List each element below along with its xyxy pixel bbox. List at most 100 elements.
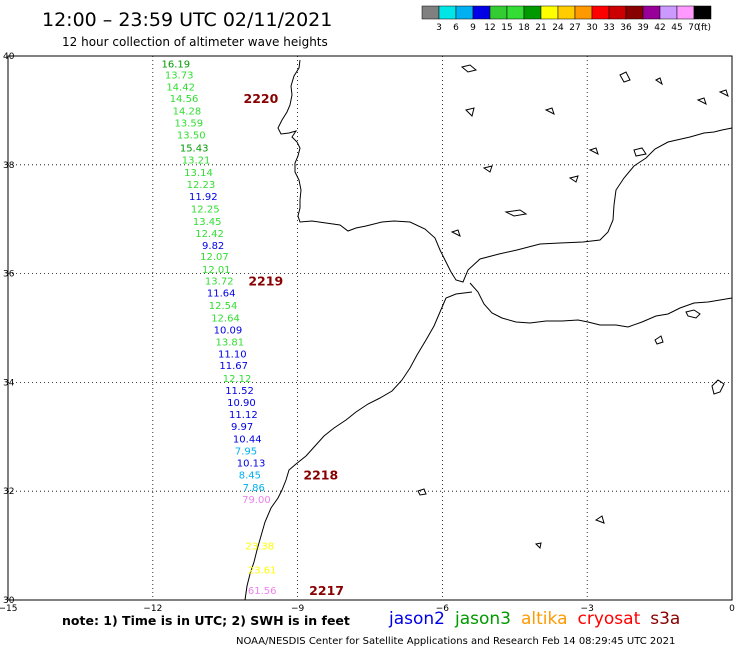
colorbar-swatch bbox=[540, 5, 559, 20]
island-a bbox=[460, 64, 478, 73]
y-tick-label: 40 bbox=[3, 52, 15, 62]
island-g bbox=[544, 107, 555, 115]
wave-height-obs: 13.50 bbox=[177, 130, 206, 141]
wave-height-obs: 15.43 bbox=[180, 143, 209, 154]
colorbar-tick-label: 9 bbox=[470, 23, 476, 33]
wave-height-obs: 10.13 bbox=[237, 458, 266, 469]
colorbar-swatch bbox=[642, 5, 661, 20]
credit-line: NOAA/NESDIS Center for Satellite Applica… bbox=[236, 636, 675, 647]
island-d bbox=[465, 107, 475, 117]
colorbar-tick-label: 70 bbox=[688, 23, 700, 33]
x-tick-label: −15 bbox=[0, 604, 18, 614]
colorbar-tick-label: 12 bbox=[484, 23, 495, 33]
island-l bbox=[718, 89, 729, 97]
wave-height-obs: 61.56 bbox=[248, 586, 277, 597]
wave-height-obs: 12.01 bbox=[202, 265, 231, 276]
colorbar-swatch bbox=[676, 5, 695, 20]
satellite-legend: jason2 jason3 altika cryosat s3a bbox=[388, 609, 680, 629]
island-e bbox=[482, 165, 493, 173]
colorbar-swatch bbox=[625, 5, 644, 20]
colorbar-swatch bbox=[455, 5, 474, 20]
island-h bbox=[633, 147, 647, 157]
colorbar-swatch bbox=[591, 5, 610, 20]
legend-item-s3a: s3a bbox=[650, 609, 680, 629]
wave-height-obs: 14.56 bbox=[170, 94, 199, 105]
colorbar-swatch bbox=[438, 5, 457, 20]
colorbar-swatch bbox=[557, 5, 576, 20]
pass-label: 2217 bbox=[309, 583, 344, 598]
colorbar-swatch bbox=[421, 5, 440, 20]
legend-item-jason3: jason3 bbox=[454, 609, 511, 629]
colorbar-tick-label: 24 bbox=[552, 23, 564, 33]
wave-height-obs: 7.86 bbox=[243, 483, 265, 494]
y-tick-label: 32 bbox=[3, 487, 14, 497]
wave-height-obs: 12.07 bbox=[200, 252, 229, 263]
wave-height-obs: 13.81 bbox=[216, 338, 245, 349]
colorbar-tick-label: 18 bbox=[518, 23, 530, 33]
footnote: note: 1) Time is in UTC; 2) SWH is in fe… bbox=[62, 613, 350, 628]
coastline bbox=[244, 59, 733, 601]
coastline-portugal-spain bbox=[277, 59, 733, 283]
colorbar-tick-label: 6 bbox=[453, 23, 459, 33]
page-subtitle: 12 hour collection of altimeter wave hei… bbox=[62, 35, 328, 49]
page-title: 12:00 – 23:59 UTC 02/11/2021 bbox=[42, 9, 332, 31]
wave-height-obs: 10.09 bbox=[214, 326, 243, 337]
map-frame bbox=[7, 55, 733, 601]
colorbar-swatch bbox=[472, 5, 491, 20]
y-tick-label: 34 bbox=[3, 378, 15, 388]
island-mallorca bbox=[685, 309, 701, 319]
island-k bbox=[696, 97, 707, 105]
colorbar-tick-label: 42 bbox=[654, 23, 665, 33]
colorbar-swatch bbox=[489, 5, 508, 20]
legend-item-jason2: jason2 bbox=[388, 609, 445, 629]
wave-height-obs: 10.44 bbox=[233, 434, 262, 445]
wave-height-obs: 23.61 bbox=[248, 566, 277, 577]
wave-height-obs: 79.00 bbox=[242, 495, 271, 506]
island-m bbox=[588, 147, 599, 155]
wave-height-obs: 11.64 bbox=[207, 289, 236, 300]
wave-height-obs: 13.73 bbox=[165, 70, 194, 81]
wave-height-obs: 14.42 bbox=[166, 82, 195, 93]
colorbar-swatch bbox=[659, 5, 678, 20]
wave-height-obs: 11.67 bbox=[219, 361, 248, 372]
wave-height-obs: 11.52 bbox=[225, 386, 254, 397]
wave-height-obs: 16.19 bbox=[161, 60, 190, 71]
wave-height-obs: 7.95 bbox=[235, 446, 257, 457]
colorbar-tick-label: 30 bbox=[586, 23, 598, 33]
graticule bbox=[8, 56, 732, 600]
colorbar-swatch bbox=[608, 5, 627, 20]
legend-item-altika: altika bbox=[521, 609, 568, 629]
colorbar-swatch bbox=[523, 5, 542, 20]
colorbar-tick-label: 36 bbox=[620, 23, 632, 33]
colorbar-swatch bbox=[506, 5, 525, 20]
pass-labels-layer: 2220 2219 2218 2217 bbox=[244, 91, 344, 598]
colorbar-swatch bbox=[574, 5, 593, 20]
colorbar-swatch bbox=[693, 5, 712, 20]
wave-height-obs: 12.42 bbox=[195, 229, 224, 240]
island-canary-a bbox=[594, 515, 605, 524]
wave-height-obs: 12.64 bbox=[211, 314, 240, 325]
colorbar-tick-label: 33 bbox=[603, 23, 614, 33]
colorbar-tick-label: 15 bbox=[501, 23, 512, 33]
wave-height-obs: 14.28 bbox=[173, 106, 202, 117]
x-tick-label: −9 bbox=[291, 604, 305, 614]
colorbar-tick-label: 3 bbox=[436, 23, 442, 33]
island-b bbox=[619, 71, 631, 83]
wave-height-obs: 23.38 bbox=[245, 542, 274, 553]
wave-height-obs: 11.92 bbox=[189, 192, 218, 203]
colorbar-tick-label: 21 bbox=[535, 23, 546, 33]
pass-label: 2218 bbox=[303, 467, 338, 482]
island-c bbox=[655, 77, 663, 86]
coastline-west-africa bbox=[244, 291, 473, 601]
wave-height-obs: 13.45 bbox=[193, 217, 222, 228]
x-tick-label: −6 bbox=[436, 604, 450, 614]
x-tick-label: −3 bbox=[581, 604, 594, 614]
wave-height-obs: 13.14 bbox=[184, 168, 213, 179]
pass-label: 2220 bbox=[244, 91, 279, 106]
axis-tick-labels: −15 −12 −9 −6 −3 0 40 38 36 34 32 30 bbox=[0, 52, 735, 614]
legend-item-cryosat: cryosat bbox=[578, 609, 641, 629]
island-sardinia-fragment bbox=[711, 379, 725, 395]
